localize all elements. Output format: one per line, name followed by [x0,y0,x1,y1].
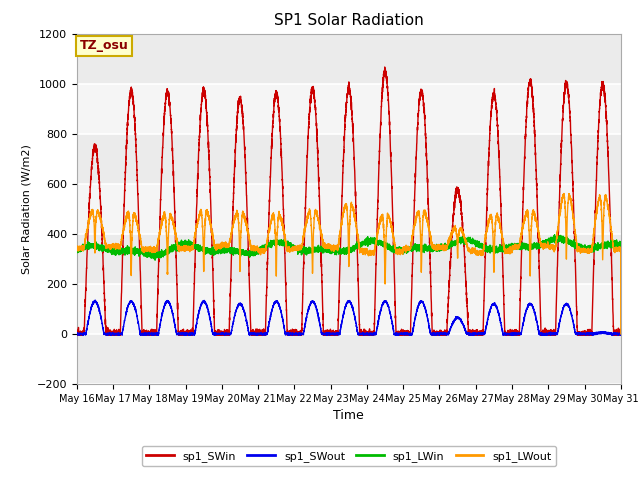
sp1_SWin [258,330,266,336]
sp1_SWin [486,125,493,131]
sp1_LWin [470,240,478,246]
sp1_LWin [617,241,625,247]
Bar [77,184,621,234]
Bar [77,334,621,384]
sp1_SWin [73,332,81,337]
sp1_SWout [73,332,81,338]
sp1_SWin [471,332,479,338]
Y-axis label: Solar Radiation (W/m2): Solar Radiation (W/m2) [21,144,31,274]
sp1_SWout [258,332,266,337]
Line: sp1_LWout: sp1_LWout [77,193,621,334]
sp1_LWin [551,232,559,238]
X-axis label: Time: Time [333,409,364,422]
sp1_SWin [594,133,602,139]
sp1_SWin [74,332,81,338]
sp1_SWout [73,331,81,337]
sp1_SWout [588,331,595,336]
sp1_LWout [258,248,266,254]
sp1_LWin [594,243,602,249]
Line: sp1_SWin: sp1_SWin [77,67,621,335]
sp1_SWin [588,332,595,338]
sp1_LWout [617,331,625,337]
sp1_LWout [486,215,493,221]
sp1_SWin [381,64,388,70]
Text: TZ_osu: TZ_osu [79,39,128,52]
Bar [77,134,621,184]
sp1_SWout [331,331,339,337]
Title: SP1 Solar Radiation: SP1 Solar Radiation [274,13,424,28]
sp1_LWout [594,202,602,207]
sp1_LWout [588,247,595,253]
sp1_LWin [588,245,595,251]
sp1_LWout [73,246,81,252]
Bar [77,234,621,284]
Bar [77,34,621,84]
sp1_LWout [470,247,478,252]
sp1_LWin [486,242,493,248]
sp1_LWin [73,247,81,252]
sp1_SWin [330,329,338,335]
Line: sp1_SWout: sp1_SWout [77,300,621,335]
Line: sp1_LWin: sp1_LWin [77,235,621,260]
Legend: sp1_SWin, sp1_SWout, sp1_LWin, sp1_LWout: sp1_SWin, sp1_SWout, sp1_LWin, sp1_LWout [141,446,556,466]
Bar [77,84,621,134]
sp1_SWout [617,331,625,337]
sp1_SWin [617,331,625,337]
sp1_LWout [330,245,338,251]
sp1_SWout [486,307,493,313]
sp1_SWout [594,331,602,336]
sp1_SWout [471,331,479,337]
sp1_LWin [258,245,266,251]
sp1_LWin [151,257,159,263]
sp1_LWin [330,248,338,254]
sp1_SWout [92,297,99,303]
Bar [77,284,621,334]
sp1_LWout [560,191,568,196]
